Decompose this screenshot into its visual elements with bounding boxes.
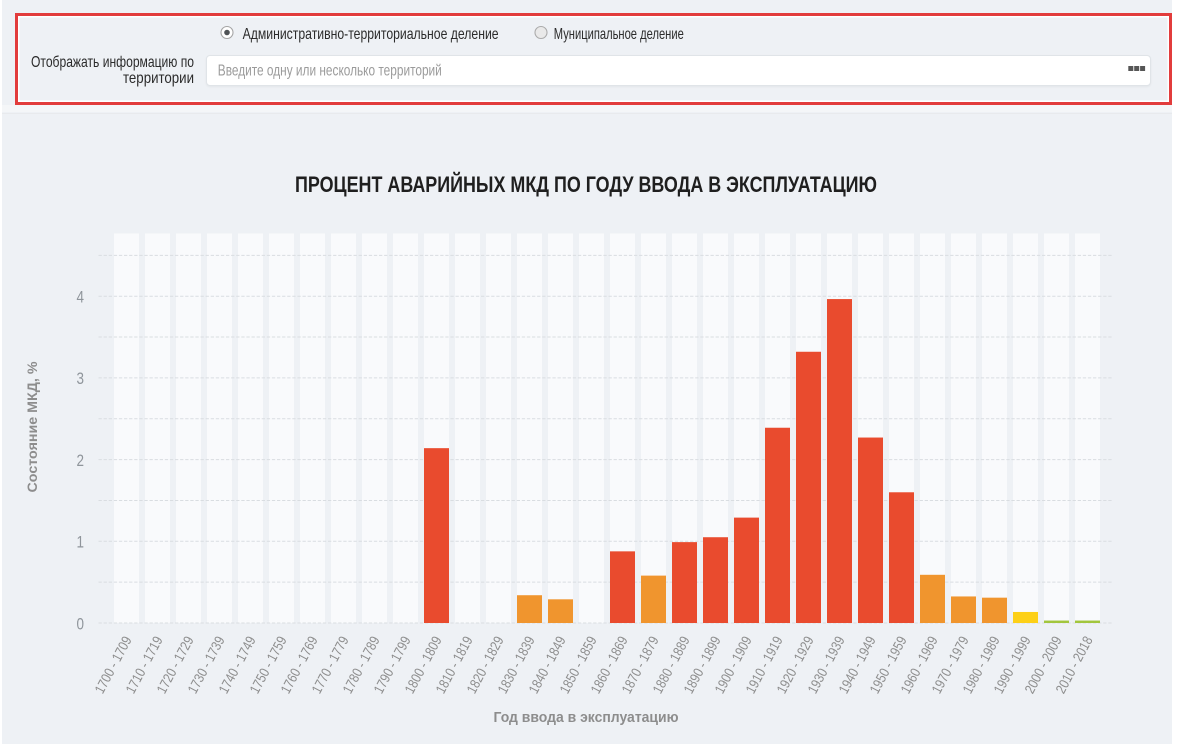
svg-text:территории: территории [123, 70, 194, 87]
svg-text:0: 0 [77, 614, 85, 633]
svg-text:Введите одну или несколько тер: Введите одну или несколько территорий [218, 63, 442, 80]
svg-text:ПРОЦЕНТ АВАРИЙНЫХ МКД ПО ГОДУ: ПРОЦЕНТ АВАРИЙНЫХ МКД ПО ГОДУ ВВОДА В ЭК… [295, 172, 877, 197]
svg-text:3: 3 [77, 369, 85, 388]
svg-text:1: 1 [77, 533, 85, 552]
svg-text:Год ввода в эксплуатацию: Год ввода в эксплуатацию [494, 709, 679, 726]
svg-text:Отображать информацию по: Отображать информацию по [31, 54, 194, 71]
svg-text:2: 2 [77, 451, 85, 470]
svg-text:Муниципальное деление: Муниципальное деление [554, 26, 684, 43]
svg-text:Административно-территориально: Административно-территориальное деление [243, 26, 499, 43]
svg-text:Состояние МКД, %: Состояние МКД, % [24, 361, 40, 493]
svg-text:4: 4 [77, 288, 85, 307]
